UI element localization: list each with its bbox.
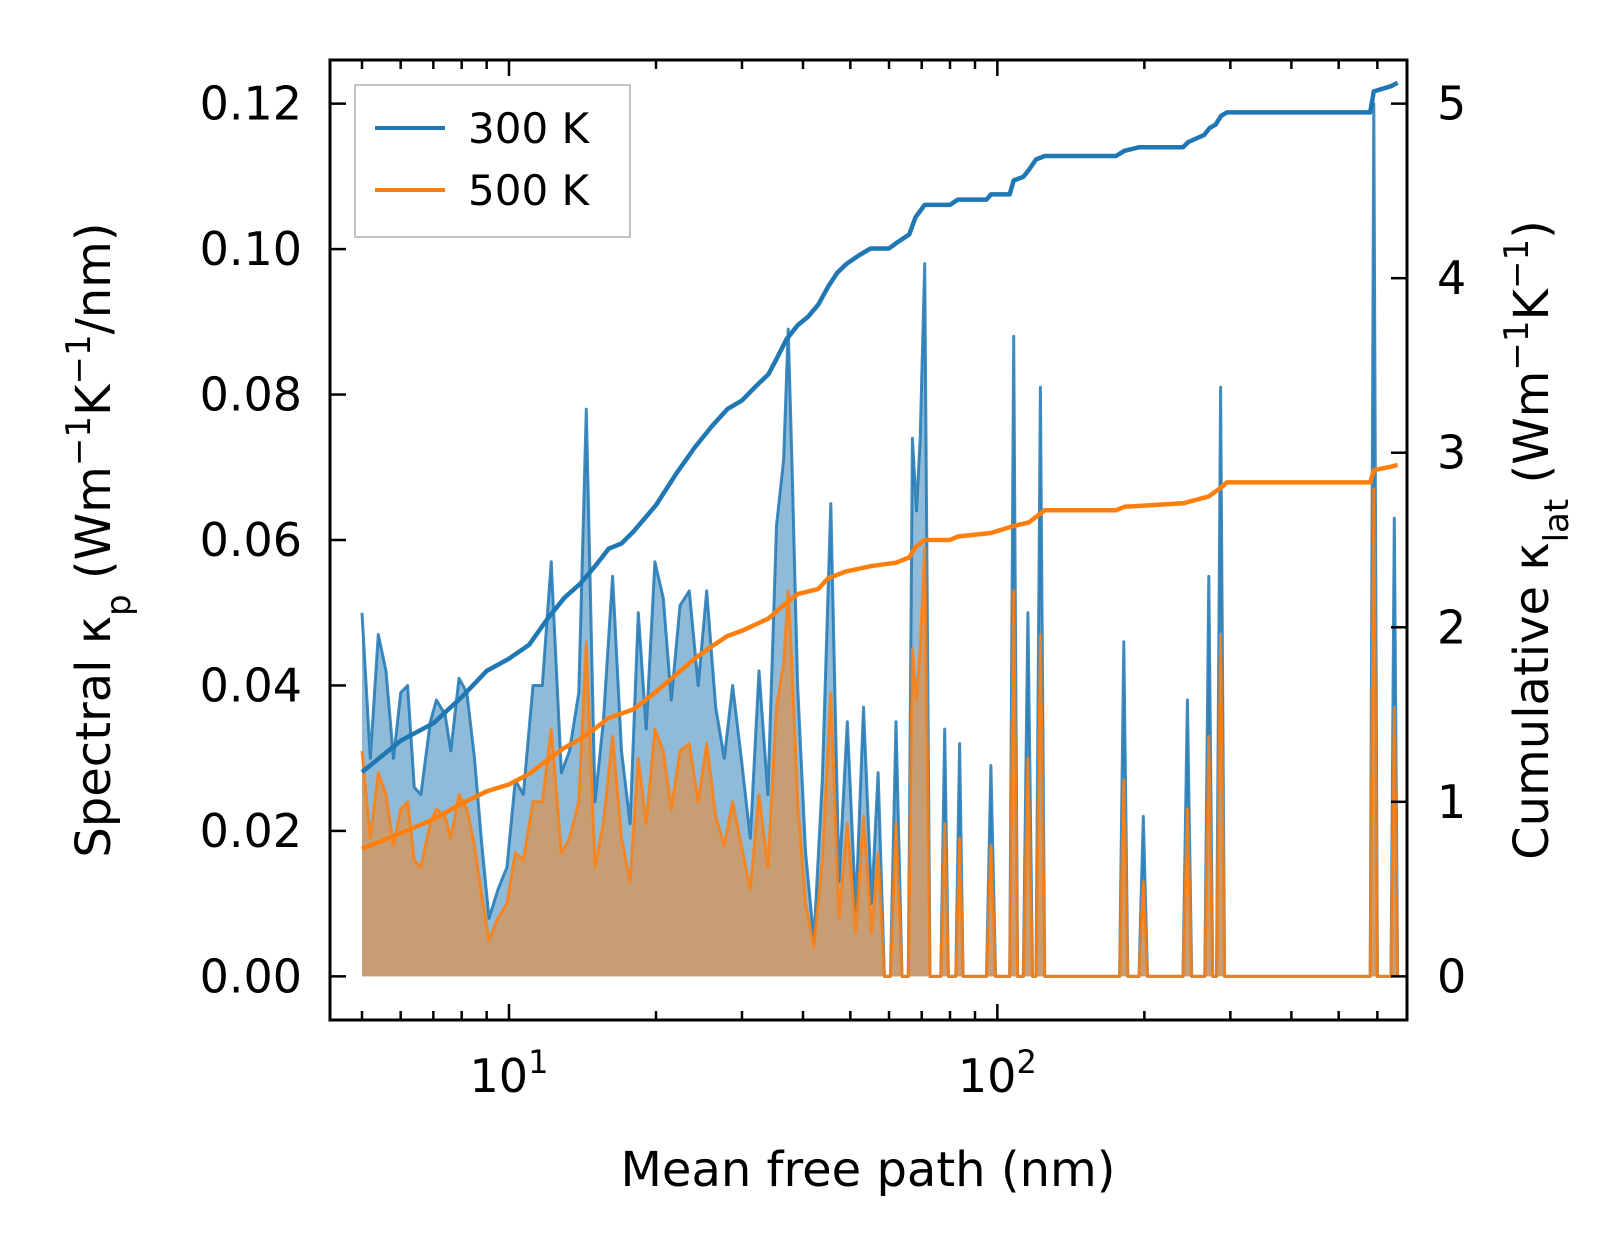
y-left-tick-label: 0.06	[200, 513, 302, 567]
spectral-line-500k	[360, 487, 1400, 978]
spectral-layer	[360, 102, 1400, 978]
x-axis-title: Mean free path (nm)	[621, 1142, 1116, 1198]
y-left-tick-label: 0.12	[200, 77, 302, 131]
legend: 300 K 500 K	[354, 84, 631, 238]
y-left-title-prefix: Spectral κ	[66, 616, 122, 858]
y-left-title-sup2: −1	[59, 334, 99, 384]
y-left-tick-label: 0.10	[200, 222, 302, 276]
y-axis-right-title: Cumulative κlat (Wm−1K−1)	[1497, 220, 1577, 860]
x-tick-label: 102	[958, 1043, 1037, 1103]
x-tick-label-exp: 2	[1016, 1043, 1036, 1081]
y-axis-left-title: Spectral κp (Wm−1K−1/nm)	[59, 222, 139, 857]
y-right-title-unit-open: (Wm	[1504, 371, 1560, 499]
y-right-title-prefix: Cumulative κ	[1504, 542, 1560, 860]
y-right-title-sub: lat	[1537, 499, 1577, 543]
legend-label-300k: 300 K	[468, 104, 591, 153]
y-left-tick-label: 0.00	[200, 949, 302, 1003]
x-tick-label: 101	[470, 1043, 549, 1103]
cumulative-line-500k	[361, 462, 1399, 851]
y-left-tick-label: 0.04	[200, 658, 302, 712]
legend-box	[354, 84, 631, 238]
legend-label-500k: 500 K	[468, 166, 591, 215]
cumulative-layer	[360, 80, 1399, 851]
y-left-title-sup1: −1	[59, 416, 99, 466]
y-right-tick-label: 0	[1437, 949, 1466, 1003]
y-right-tick-label: 2	[1437, 600, 1466, 654]
y-left-title-mid: K	[66, 383, 122, 416]
y-left-title-sub: p	[99, 594, 139, 616]
x-tick-label-exp: 1	[528, 1043, 548, 1081]
y-left-title-unit-close: /nm)	[66, 222, 122, 334]
y-right-tick-label: 3	[1437, 426, 1466, 480]
cumulative-line-300k	[360, 80, 1399, 774]
y-right-title-unit-close: )	[1504, 220, 1560, 239]
y-right-tick-label: 4	[1437, 251, 1466, 305]
y-right-title-mid: K	[1504, 287, 1560, 320]
y-left-tick-label: 0.08	[200, 368, 302, 422]
x-tick-label-base: 10	[470, 1049, 529, 1103]
y-left-tick-label: 0.02	[200, 804, 302, 858]
x-tick-label-base: 10	[958, 1049, 1017, 1103]
y-right-tick-label: 1	[1437, 775, 1466, 829]
y-right-title-sup1: −1	[1497, 320, 1537, 370]
spectral-line-300k	[360, 102, 1400, 978]
y-left-title-unit-open: (Wm	[66, 466, 122, 594]
y-right-tick-label: 5	[1437, 77, 1466, 131]
spectral-area-500k	[362, 489, 1398, 977]
y-right-title-sup2: −1	[1497, 239, 1537, 289]
